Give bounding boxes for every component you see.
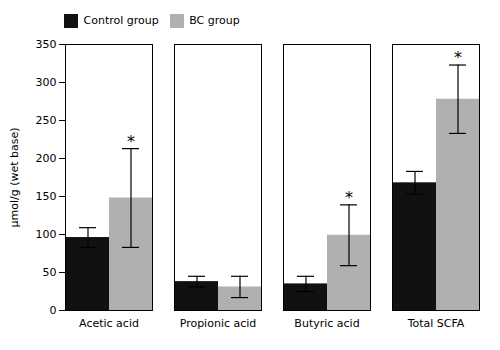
svg-text:0: 0 — [50, 304, 57, 317]
svg-text:250: 250 — [36, 114, 57, 127]
svg-text:Total SCFA: Total SCFA — [407, 317, 465, 330]
html-text:BC group: BC group — [189, 14, 240, 27]
svg-text:300: 300 — [36, 76, 57, 89]
svg-text:μmol/g (wet base): μmol/g (wet base) — [8, 127, 21, 227]
svg-text:*: * — [345, 188, 353, 207]
svg-text:Acetic acid: Acetic acid — [79, 317, 139, 330]
html-text:Control group: Control group — [83, 14, 159, 27]
svg-text:100: 100 — [36, 228, 57, 241]
svg-text:200: 200 — [36, 152, 57, 165]
svg-text:350: 350 — [36, 38, 57, 51]
svg-text:Propionic acid: Propionic acid — [180, 317, 257, 330]
svg-text:50: 50 — [43, 266, 57, 279]
svg-text:150: 150 — [36, 190, 57, 203]
svg-text:*: * — [454, 48, 462, 67]
svg-text:*: * — [127, 132, 135, 151]
svg-text:Butyric acid: Butyric acid — [294, 317, 359, 330]
